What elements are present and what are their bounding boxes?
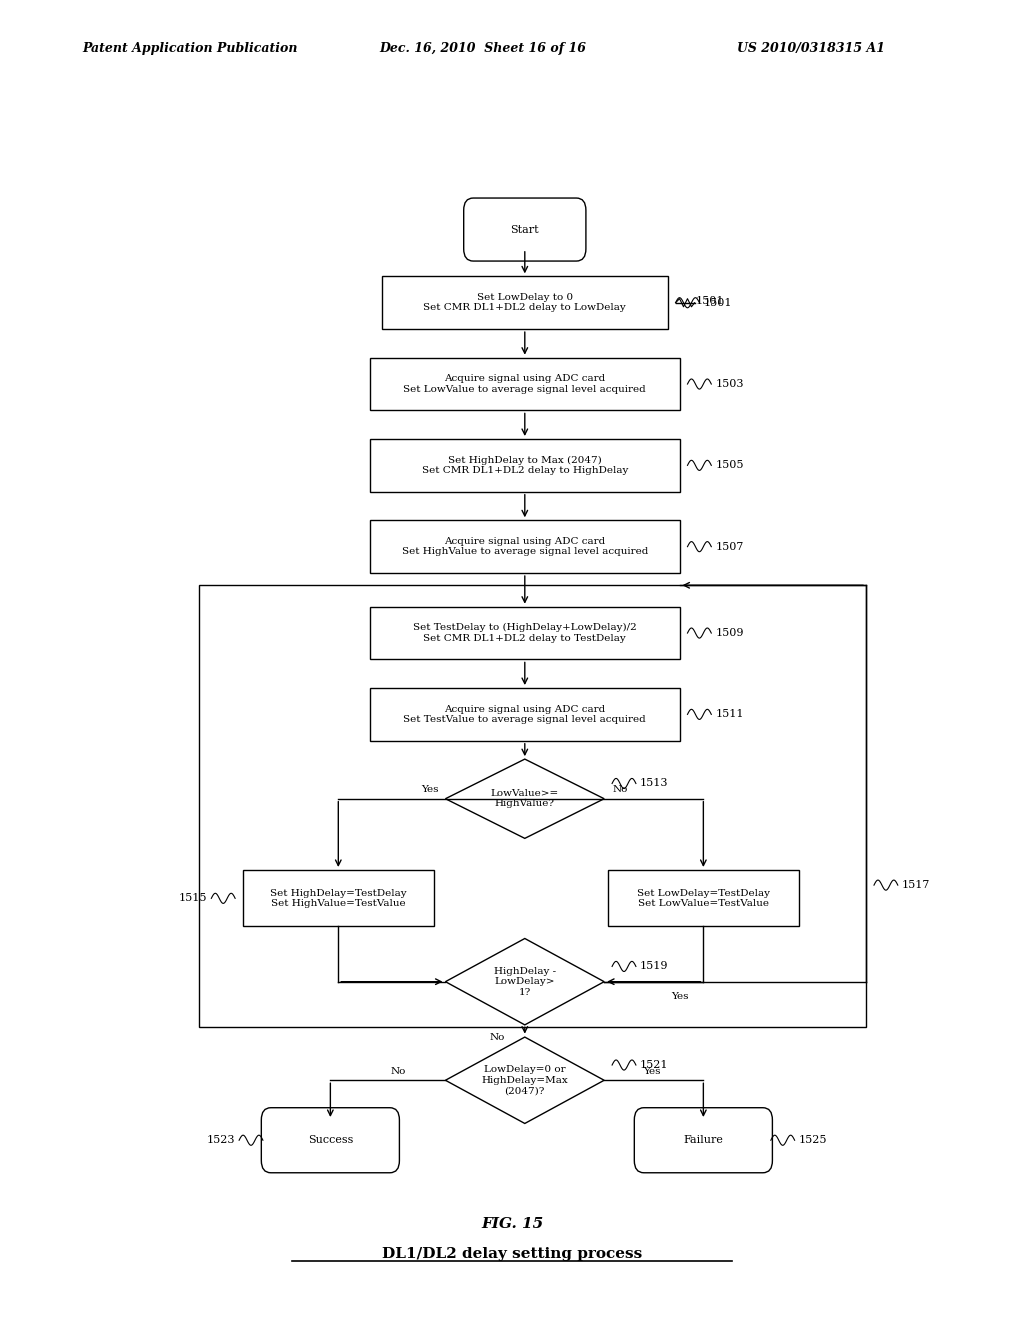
Text: 1501: 1501 <box>695 296 724 306</box>
Bar <box>243 870 433 927</box>
Text: No: No <box>390 1067 406 1076</box>
Text: 1525: 1525 <box>799 1135 827 1146</box>
FancyBboxPatch shape <box>634 1107 772 1172</box>
Bar <box>200 585 866 1027</box>
Text: LowDelay=0 or
HighDelay=Max
(2047)?: LowDelay=0 or HighDelay=Max (2047)? <box>481 1065 568 1096</box>
Text: Acquire signal using ADC card
Set TestValue to average signal level acquired: Acquire signal using ADC card Set TestVa… <box>403 705 646 725</box>
Text: Yes: Yes <box>421 784 438 793</box>
Polygon shape <box>445 759 604 838</box>
Text: 1515: 1515 <box>179 894 207 903</box>
Text: Patent Application Publication: Patent Application Publication <box>82 42 297 55</box>
Text: 1503: 1503 <box>716 379 743 389</box>
Text: Set LowDelay=TestDelay
Set LowValue=TestValue: Set LowDelay=TestDelay Set LowValue=Test… <box>637 888 770 908</box>
Text: DL1/DL2 delay setting process: DL1/DL2 delay setting process <box>382 1247 642 1261</box>
Bar <box>370 607 680 660</box>
Text: FIG. 15: FIG. 15 <box>481 1217 543 1230</box>
Polygon shape <box>445 1038 604 1123</box>
Text: 1513: 1513 <box>640 779 669 788</box>
Text: Yes: Yes <box>672 993 689 1002</box>
Text: Success: Success <box>307 1135 353 1146</box>
Text: Acquire signal using ADC card
Set LowValue to average signal level acquired: Acquire signal using ADC card Set LowVal… <box>403 375 646 393</box>
Bar <box>370 440 680 492</box>
Polygon shape <box>445 939 604 1024</box>
Bar <box>370 688 680 741</box>
Text: 1509: 1509 <box>716 628 743 638</box>
Text: Dec. 16, 2010  Sheet 16 of 16: Dec. 16, 2010 Sheet 16 of 16 <box>379 42 586 55</box>
FancyBboxPatch shape <box>261 1107 399 1172</box>
Bar <box>382 276 668 329</box>
Text: 1507: 1507 <box>716 541 743 552</box>
Text: HighDelay -
LowDelay>
1?: HighDelay - LowDelay> 1? <box>494 966 556 997</box>
Text: No: No <box>612 784 628 793</box>
Text: Set LowDelay to 0
Set CMR DL1+DL2 delay to LowDelay: Set LowDelay to 0 Set CMR DL1+DL2 delay … <box>424 293 626 313</box>
FancyBboxPatch shape <box>464 198 586 261</box>
Text: Acquire signal using ADC card
Set HighValue to average signal level acquired: Acquire signal using ADC card Set HighVa… <box>401 537 648 556</box>
Text: 1519: 1519 <box>640 961 669 972</box>
Text: 1517: 1517 <box>902 880 930 890</box>
Text: 1505: 1505 <box>716 461 743 470</box>
Bar <box>370 520 680 573</box>
Text: 1523: 1523 <box>207 1135 236 1146</box>
Bar <box>608 870 799 927</box>
Text: Start: Start <box>511 224 539 235</box>
Bar <box>370 358 680 411</box>
Text: 1511: 1511 <box>716 709 743 719</box>
Text: No: No <box>489 1032 505 1041</box>
Text: Failure: Failure <box>683 1135 723 1146</box>
Text: 1501: 1501 <box>703 298 732 308</box>
Text: LowValue>=
HighValue?: LowValue>= HighValue? <box>490 789 559 808</box>
Text: 1521: 1521 <box>640 1060 669 1071</box>
Text: Set HighDelay=TestDelay
Set HighValue=TestValue: Set HighDelay=TestDelay Set HighValue=Te… <box>270 888 407 908</box>
Text: Set TestDelay to (HighDelay+LowDelay)/2
Set CMR DL1+DL2 delay to TestDelay: Set TestDelay to (HighDelay+LowDelay)/2 … <box>413 623 637 643</box>
Text: Yes: Yes <box>643 1067 660 1076</box>
Text: US 2010/0318315 A1: US 2010/0318315 A1 <box>737 42 886 55</box>
Text: Set HighDelay to Max (2047)
Set CMR DL1+DL2 delay to HighDelay: Set HighDelay to Max (2047) Set CMR DL1+… <box>422 455 628 475</box>
